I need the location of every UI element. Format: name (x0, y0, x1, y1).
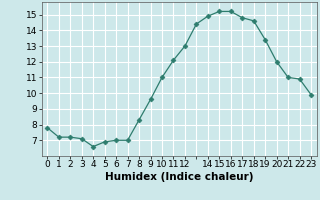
X-axis label: Humidex (Indice chaleur): Humidex (Indice chaleur) (105, 172, 253, 182)
